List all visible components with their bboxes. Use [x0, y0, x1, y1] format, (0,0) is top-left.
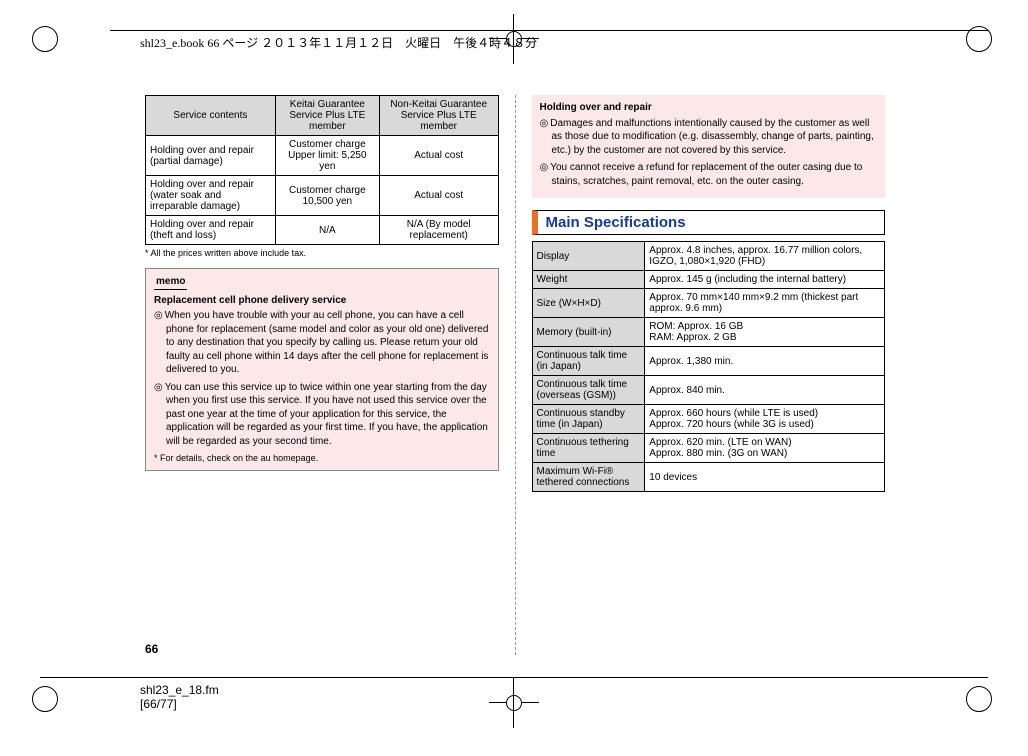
memo-item: When you have trouble with your au cell …	[154, 309, 490, 377]
table-row: Holding over and repair (theft and loss)…	[146, 216, 499, 245]
table-row: WeightApprox. 145 g (including the inter…	[532, 271, 885, 289]
spec-value: Approx. 660 hours (while LTE is used) Ap…	[645, 405, 885, 434]
crosshair-bottom	[489, 678, 539, 728]
spec-label: Continuous tethering time	[532, 434, 645, 463]
spec-value: ROM: Approx. 16 GB RAM: Approx. 2 GB	[645, 318, 885, 347]
table-row: Holding over and repair (partial damage)…	[146, 136, 499, 176]
spec-label: Size (W×H×D)	[532, 289, 645, 318]
spec-label: Continuous talk time (overseas (GSM))	[532, 376, 645, 405]
th-service: Service contents	[146, 96, 276, 136]
table-row: Maximum Wi-Fi® tethered connections10 de…	[532, 463, 885, 492]
spec-value: Approx. 4.8 inches, approx. 16.77 millio…	[645, 242, 885, 271]
cell: Actual cost	[379, 136, 498, 176]
table-row: Continuous tethering timeApprox. 620 min…	[532, 434, 885, 463]
footer-filename: shl23_e_18.fm	[140, 683, 219, 697]
section-heading: Main Specifications	[532, 210, 886, 235]
memo-label: memo	[154, 275, 187, 290]
cell: N/A (By model replacement)	[379, 216, 498, 245]
right-column: Holding over and repair Damages and malf…	[532, 95, 886, 655]
warning-box: Holding over and repair Damages and malf…	[532, 95, 886, 198]
registration-mark-bl	[32, 686, 62, 716]
column-divider	[515, 95, 516, 655]
spec-label: Maximum Wi-Fi® tethered connections	[532, 463, 645, 492]
left-column: Service contents Keitai Guarantee Servic…	[145, 95, 499, 655]
spec-table: DisplayApprox. 4.8 inches, approx. 16.77…	[532, 241, 886, 492]
footer-rule	[40, 677, 988, 678]
cell: N/A	[275, 216, 379, 245]
spec-label: Weight	[532, 271, 645, 289]
cell: Holding over and repair (partial damage)	[146, 136, 276, 176]
cell: Actual cost	[379, 176, 498, 216]
table-row: Holding over and repair (water soak and …	[146, 176, 499, 216]
content-area: Service contents Keitai Guarantee Servic…	[145, 95, 885, 655]
memo-title: Replacement cell phone delivery service	[154, 294, 490, 308]
spec-value: Approx. 620 min. (LTE on WAN) Approx. 88…	[645, 434, 885, 463]
page-number: 66	[145, 642, 158, 656]
memo-note: * For details, check on the au homepage.	[154, 452, 490, 464]
spec-value: Approx. 840 min.	[645, 376, 885, 405]
table-row: Size (W×H×D)Approx. 70 mm×140 mm×9.2 mm …	[532, 289, 885, 318]
spec-label: Display	[532, 242, 645, 271]
cell: Holding over and repair (theft and loss)	[146, 216, 276, 245]
spec-value: Approx. 145 g (including the internal ba…	[645, 271, 885, 289]
table-row: Continuous talk time (in Japan)Approx. 1…	[532, 347, 885, 376]
header-text: shl23_e.book 66 ページ ２０１３年１１月１２日 火曜日 午後４時…	[140, 34, 537, 51]
table-row: Memory (built-in)ROM: Approx. 16 GB RAM:…	[532, 318, 885, 347]
th-nonkeitai: Non-Keitai Guarantee Service Plus LTE me…	[379, 96, 498, 136]
spec-value: Approx. 1,380 min.	[645, 347, 885, 376]
table-row: Continuous standby time (in Japan)Approx…	[532, 405, 885, 434]
registration-mark-tl	[32, 26, 62, 56]
table-note: * All the prices written above include t…	[145, 248, 499, 258]
cell: Customer charge 10,500 yen	[275, 176, 379, 216]
footer-pagecount: [66/77]	[140, 697, 177, 711]
spec-label: Continuous talk time (in Japan)	[532, 347, 645, 376]
memo-box: memo Replacement cell phone delivery ser…	[145, 268, 499, 471]
registration-mark-br	[966, 686, 996, 716]
cell: Holding over and repair (water soak and …	[146, 176, 276, 216]
warning-item: You cannot receive a refund for replacem…	[540, 161, 878, 188]
warning-title: Holding over and repair	[540, 101, 878, 115]
service-table: Service contents Keitai Guarantee Servic…	[145, 95, 499, 245]
table-row: Continuous talk time (overseas (GSM))App…	[532, 376, 885, 405]
spec-label: Memory (built-in)	[532, 318, 645, 347]
warning-item: Damages and malfunctions intentionally c…	[540, 117, 878, 158]
spec-value: Approx. 70 mm×140 mm×9.2 mm (thickest pa…	[645, 289, 885, 318]
footer-text: shl23_e_18.fm [66/77]	[140, 683, 219, 711]
table-row: DisplayApprox. 4.8 inches, approx. 16.77…	[532, 242, 885, 271]
header-rule	[110, 30, 988, 31]
memo-item: You can use this service up to twice wit…	[154, 381, 490, 449]
cell: Customer charge Upper limit: 5,250 yen	[275, 136, 379, 176]
spec-label: Continuous standby time (in Japan)	[532, 405, 645, 434]
th-keitai: Keitai Guarantee Service Plus LTE member	[275, 96, 379, 136]
spec-value: 10 devices	[645, 463, 885, 492]
